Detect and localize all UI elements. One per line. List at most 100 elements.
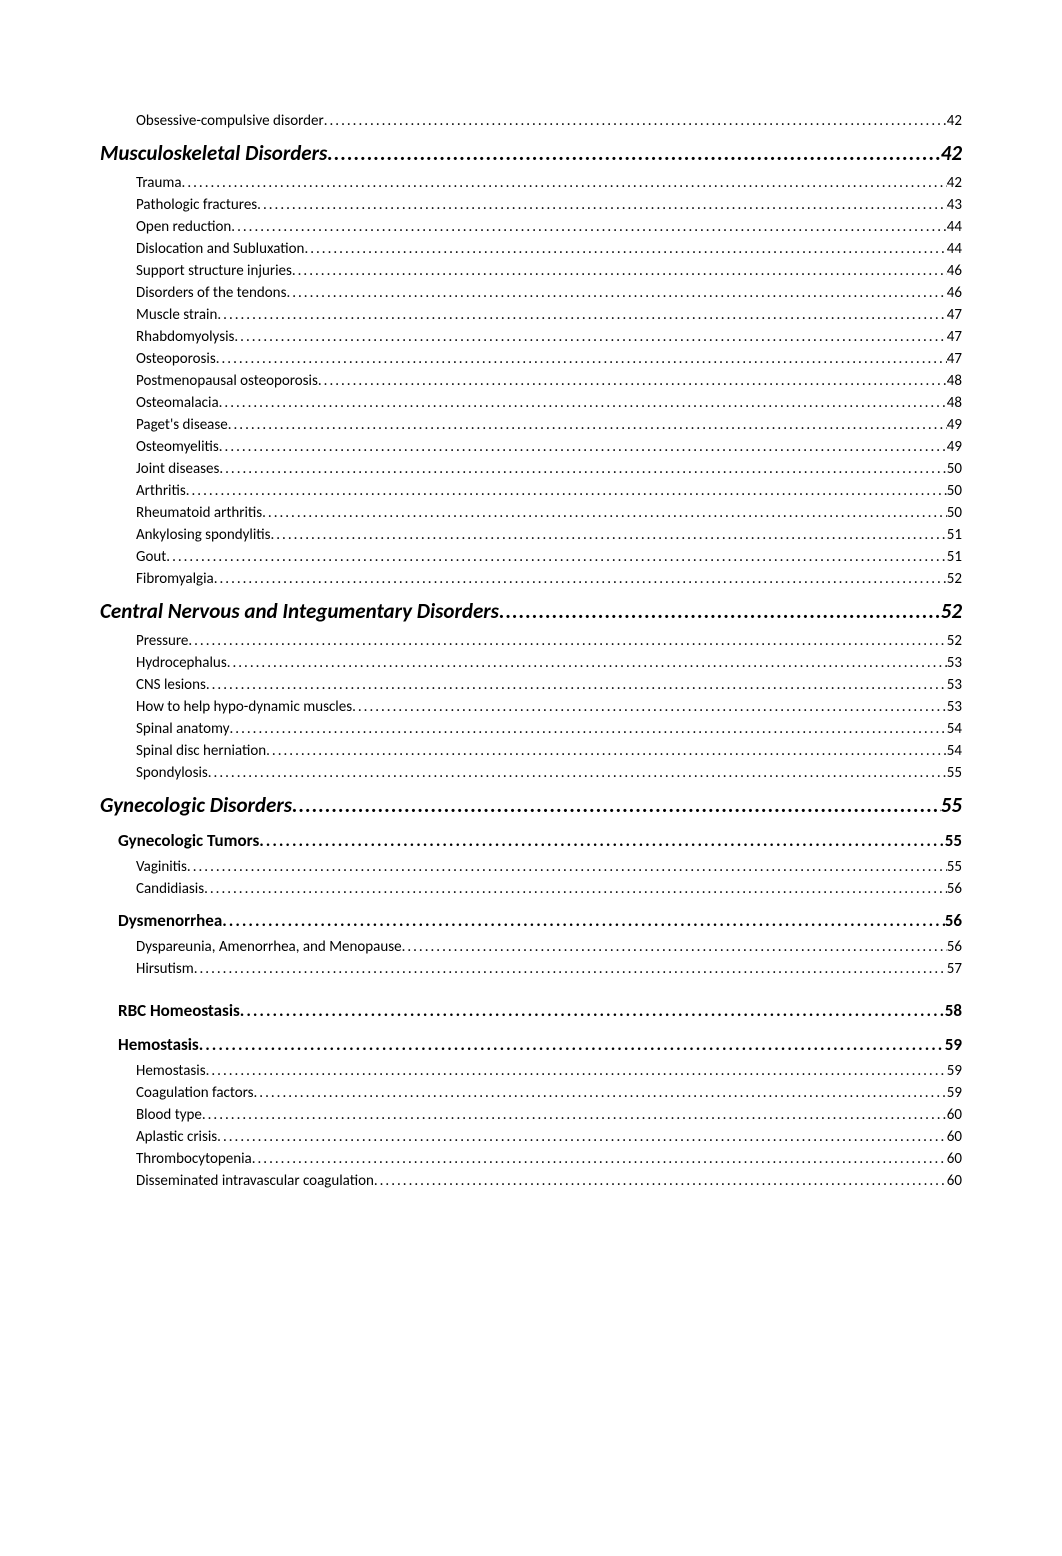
- toc-entry-label: Hemostasis: [136, 1060, 206, 1082]
- toc-leader-dots: [324, 110, 947, 132]
- toc-entry: Pressure 52: [100, 630, 962, 652]
- toc-entry: Osteomalacia 48: [100, 392, 962, 414]
- toc-entry-page: 52: [941, 596, 962, 626]
- toc-entry-page: 43: [947, 194, 962, 216]
- toc-entry: How to help hypo-dynamic muscles 53: [100, 696, 962, 718]
- toc-entry: Osteoporosis47: [100, 348, 962, 370]
- toc-leader-dots: [206, 1060, 947, 1082]
- toc-entry-label: Osteoporosis: [136, 348, 216, 370]
- toc-entry-page: 59: [945, 1032, 962, 1058]
- toc-entry: Spondylosis 55: [100, 762, 962, 784]
- toc-entry-label: Osteomyelitis: [136, 436, 219, 458]
- toc-entry: Disseminated intravascular coagulation60: [100, 1170, 962, 1192]
- toc-leader-dots: [262, 502, 947, 524]
- toc-entry-page: 52: [947, 568, 962, 590]
- toc-entry-label: Thrombocytopenia: [136, 1148, 252, 1170]
- toc-entry: RBC Homeostasis58: [100, 998, 962, 1024]
- toc-entry: Joint diseases50: [100, 458, 962, 480]
- toc-entry: Dyspareunia, Amenorrhea, and Menopause 56: [100, 936, 962, 958]
- toc-leader-dots: [304, 238, 946, 260]
- toc-entry-page: 54: [947, 740, 962, 762]
- toc-entry: Gynecologic Tumors55: [100, 828, 962, 854]
- toc-entry-page: 44: [947, 238, 962, 260]
- toc-entry-page: 42: [947, 110, 962, 132]
- toc-entry-page: 59: [947, 1082, 962, 1104]
- toc-entry: Ankylosing spondylitis51: [100, 524, 962, 546]
- toc-leader-dots: [166, 546, 947, 568]
- toc-entry-label: Spinal disc herniation: [136, 740, 266, 762]
- toc-entry-page: 60: [947, 1104, 962, 1126]
- toc-entry-label: Obsessive-compulsive disorder: [136, 110, 324, 132]
- toc-entry-label: RBC Homeostasis: [118, 998, 240, 1024]
- toc-entry-page: 44: [947, 216, 962, 238]
- toc-leader-dots: [231, 216, 946, 238]
- toc-entry-label: Open reduction: [136, 216, 231, 238]
- toc-entry-label: Paget's disease: [136, 414, 228, 436]
- toc-entry-page: 48: [947, 392, 962, 414]
- toc-entry-page: 53: [947, 652, 962, 674]
- toc-entry-label: Central Nervous and Integumentary Disord…: [100, 596, 499, 626]
- toc-entry-label: Spondylosis: [136, 762, 208, 784]
- toc-entry-label: Pathologic fractures: [136, 194, 257, 216]
- toc-leader-dots: [208, 762, 947, 784]
- toc-entry: Open reduction 44: [100, 216, 962, 238]
- toc-entry-label: Dyspareunia, Amenorrhea, and Menopause: [136, 936, 402, 958]
- toc-leader-dots: [214, 568, 947, 590]
- toc-entry-page: 56: [947, 936, 962, 958]
- toc-leader-dots: [217, 1126, 947, 1148]
- toc-entry-page: 42: [947, 172, 962, 194]
- toc-leader-dots: [292, 790, 941, 820]
- toc-entry-label: Postmenopausal osteoporosis: [136, 370, 318, 392]
- toc-entry-page: 55: [945, 828, 962, 854]
- toc-entry-label: Fibromyalgia: [136, 568, 214, 590]
- toc-entry: Fibromyalgia 52: [100, 568, 962, 590]
- toc-leader-dots: [257, 194, 947, 216]
- toc-entry-page: 49: [947, 414, 962, 436]
- toc-entry-page: 55: [941, 790, 962, 820]
- toc-entry: Postmenopausal osteoporosis 48: [100, 370, 962, 392]
- toc-leader-dots: [182, 172, 947, 194]
- toc-entry-page: 47: [947, 326, 962, 348]
- toc-entry: Spinal disc herniation 54: [100, 740, 962, 762]
- toc-leader-dots: [216, 348, 947, 370]
- toc-entry-page: 52: [947, 630, 962, 652]
- toc-leader-dots: [187, 856, 947, 878]
- toc-entry-label: Trauma: [136, 172, 182, 194]
- toc-leader-dots: [194, 958, 947, 980]
- toc-entry-label: Gynecologic Disorders: [100, 790, 292, 820]
- toc-entry: Blood type60: [100, 1104, 962, 1126]
- toc-entry-page: 53: [947, 696, 962, 718]
- toc-entry-page: 55: [947, 762, 962, 784]
- toc-entry: Dislocation and Subluxation44: [100, 238, 962, 260]
- toc-leader-dots: [252, 1148, 947, 1170]
- toc-entry-label: Hirsutism: [136, 958, 194, 980]
- toc-entry-label: Aplastic crisis: [136, 1126, 217, 1148]
- toc-entry-label: Pressure: [136, 630, 188, 652]
- toc-leader-dots: [204, 878, 947, 900]
- toc-entry: Disorders of the tendons 46: [100, 282, 962, 304]
- toc-leader-dots: [318, 370, 947, 392]
- toc-leader-dots: [234, 326, 946, 348]
- toc-leader-dots: [222, 908, 945, 934]
- toc-entry-label: Dysmenorrhea: [118, 908, 222, 934]
- toc-leader-dots: [286, 282, 946, 304]
- toc-entry: Gout51: [100, 546, 962, 568]
- toc-entry: Hemostasis59: [100, 1032, 962, 1058]
- toc-entry-page: 47: [947, 304, 962, 326]
- toc-entry-page: 46: [947, 260, 962, 282]
- toc-entry-label: Support structure injuries: [136, 260, 292, 282]
- toc-entry-label: Osteomalacia: [136, 392, 219, 414]
- toc-entry-page: 48: [947, 370, 962, 392]
- toc-entry-label: Spinal anatomy: [136, 718, 230, 740]
- toc-entry-label: Rhabdomyolysis: [136, 326, 234, 348]
- toc-entry-page: 51: [947, 546, 962, 568]
- toc-entry-label: CNS lesions: [136, 674, 206, 696]
- toc-entry-label: Musculoskeletal Disorders: [100, 138, 327, 168]
- toc-entry-label: Disorders of the tendons: [136, 282, 286, 304]
- toc-entry-label: How to help hypo-dynamic muscles: [136, 696, 352, 718]
- toc-entry-page: 46: [947, 282, 962, 304]
- toc-leader-dots: [219, 436, 947, 458]
- toc-entry: Muscle strain47: [100, 304, 962, 326]
- toc-entry-page: 57: [947, 958, 962, 980]
- toc-entry: Paget's disease 49: [100, 414, 962, 436]
